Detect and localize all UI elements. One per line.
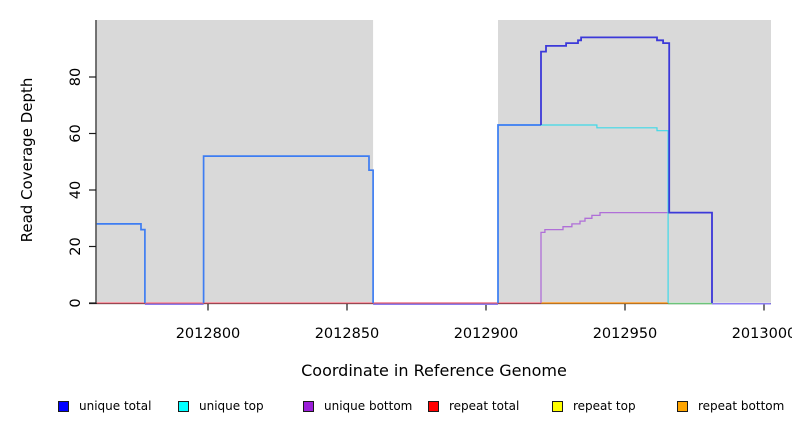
x-axis-label: Coordinate in Reference Genome: [301, 361, 567, 380]
legend-item-unique-total: unique total: [58, 399, 151, 413]
legend-swatch: [552, 400, 563, 412]
legend-item-repeat-total: repeat total: [428, 399, 519, 413]
svg-text:80: 80: [68, 68, 84, 86]
legend-label: repeat total: [449, 399, 520, 413]
svg-text:2012950: 2012950: [593, 326, 658, 342]
legend-item-repeat-top: repeat top: [552, 399, 636, 413]
legend: unique total unique top unique bottom repea…: [0, 399, 792, 417]
x-tick-labels: 2012800 2012850 2012900 2012950 2013000: [176, 326, 792, 342]
legend-item-unique-top: unique top: [178, 399, 264, 413]
svg-text:20: 20: [68, 237, 84, 255]
unique-total-line-a: [96, 223, 146, 303]
legend-swatch: [428, 400, 439, 412]
legend-swatch: [178, 400, 189, 412]
legend-label: unique top: [199, 399, 264, 413]
legend-swatch: [303, 400, 314, 412]
unique-total-line-d: [540, 36, 713, 303]
unique-total-line-c: [497, 124, 541, 303]
legend-item-unique-bottom: unique bottom: [303, 399, 412, 413]
legend-label: unique bottom: [324, 399, 413, 413]
svg-text:2013000: 2013000: [732, 326, 792, 342]
legend-label: unique total: [79, 399, 152, 413]
y-axis-label: Read Coverage Depth: [18, 77, 36, 243]
svg-text:2012850: 2012850: [315, 326, 380, 342]
y-tick-labels: 0 20 40 60 80: [68, 68, 84, 308]
svg-text:40: 40: [68, 181, 84, 199]
legend-label: repeat bottom: [698, 399, 785, 413]
svg-text:2012800: 2012800: [176, 326, 241, 342]
unique-total-line-b: [202, 155, 374, 303]
legend-label: repeat top: [573, 399, 636, 413]
legend-swatch: [677, 400, 688, 412]
legend-item-repeat-bottom: repeat bottom: [677, 399, 784, 413]
svg-text:0: 0: [68, 298, 84, 307]
svg-text:2012900: 2012900: [454, 326, 519, 342]
svg-text:60: 60: [68, 124, 84, 142]
shaded-region: [498, 20, 771, 302]
legend-swatch: [58, 400, 69, 412]
shaded-region: [96, 20, 374, 302]
unique-bottom-line: [540, 211, 713, 303]
